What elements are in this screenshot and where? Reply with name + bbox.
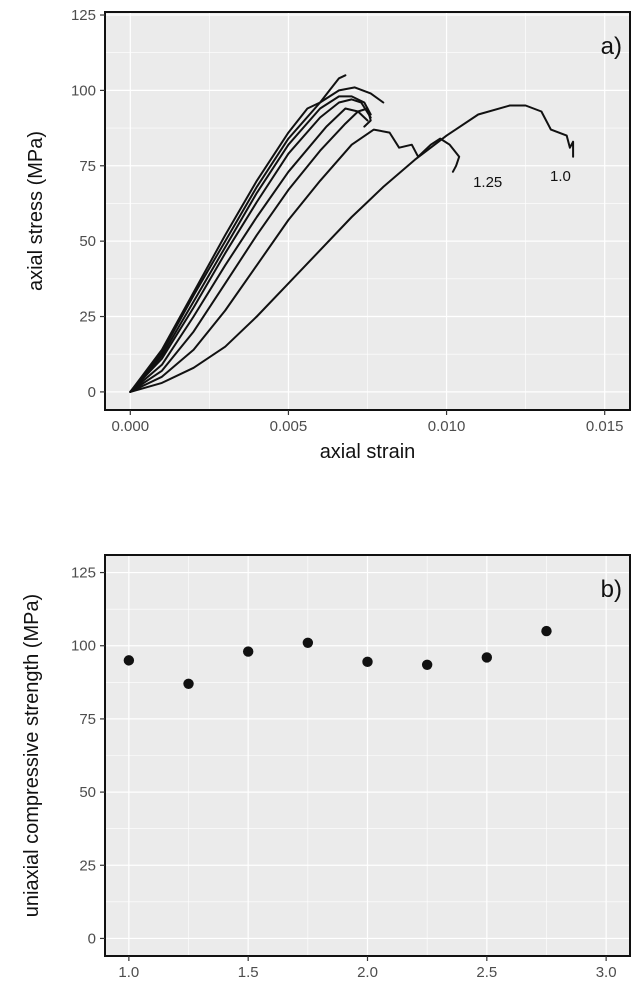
y-axis-title: uniaxial compressive strength (MPa)	[21, 594, 43, 917]
series-line-5	[129, 98, 372, 393]
data-point	[421, 659, 433, 670]
y-tick-label: 125	[71, 565, 96, 582]
x-tick-label: 2.0	[357, 964, 378, 981]
x-tick-label: 0.010	[428, 418, 466, 435]
series-line-6	[129, 95, 372, 393]
x-tick-label: 0.000	[112, 418, 150, 435]
series-line-8	[129, 74, 347, 393]
x-tick-label: 1.0	[118, 964, 139, 981]
panel-b-ucs-vs-ratio: 1.01.52.02.53.00255075100125sample lengt…	[21, 554, 631, 991]
y-tick-label: 100	[71, 82, 96, 99]
y-tick-label: 25	[79, 309, 96, 326]
panel-tag: b)	[601, 576, 622, 603]
x-tick-label: 3.0	[596, 964, 617, 981]
x-tick-label: 1.5	[238, 964, 259, 981]
panel-a-stress-strain: 1.25 1.0 0.000 0.005 0.010 0.015 0 25 50 75 100 125…	[25, 7, 631, 463]
data-point	[123, 655, 135, 666]
data-point	[183, 678, 194, 689]
curve-annotation: 1.0	[550, 168, 571, 185]
data-point	[242, 646, 254, 657]
y-tick-label: 0	[88, 930, 96, 947]
series-line-1	[129, 104, 575, 393]
y-tick-label: 50	[79, 784, 96, 801]
x-tick-label: 0.015	[586, 418, 624, 435]
y-tick-label: 25	[79, 857, 96, 874]
y-tick-label: 50	[79, 233, 96, 250]
y-tick-label: 0	[88, 384, 96, 401]
y-tick-label: 100	[71, 638, 96, 655]
x-axis-title: axial strain	[320, 441, 416, 463]
x-tick-label: 2.5	[476, 964, 497, 981]
data-point	[362, 656, 373, 668]
panel-tag: a)	[601, 33, 622, 60]
data-point	[541, 625, 552, 637]
data-point	[481, 652, 493, 663]
series-line-7	[129, 86, 385, 393]
curve-annotation: 1.25	[473, 174, 502, 191]
series-line-2	[129, 128, 461, 393]
y-tick-label: 125	[71, 7, 96, 24]
y-axis-title: axial stress (MPa)	[25, 131, 47, 291]
data-point	[302, 637, 314, 649]
x-tick-label: 0.005	[270, 418, 308, 435]
series-line-4	[129, 107, 369, 393]
y-tick-label: 75	[79, 158, 96, 175]
plot-border	[104, 11, 631, 411]
y-tick-label: 75	[79, 711, 96, 728]
